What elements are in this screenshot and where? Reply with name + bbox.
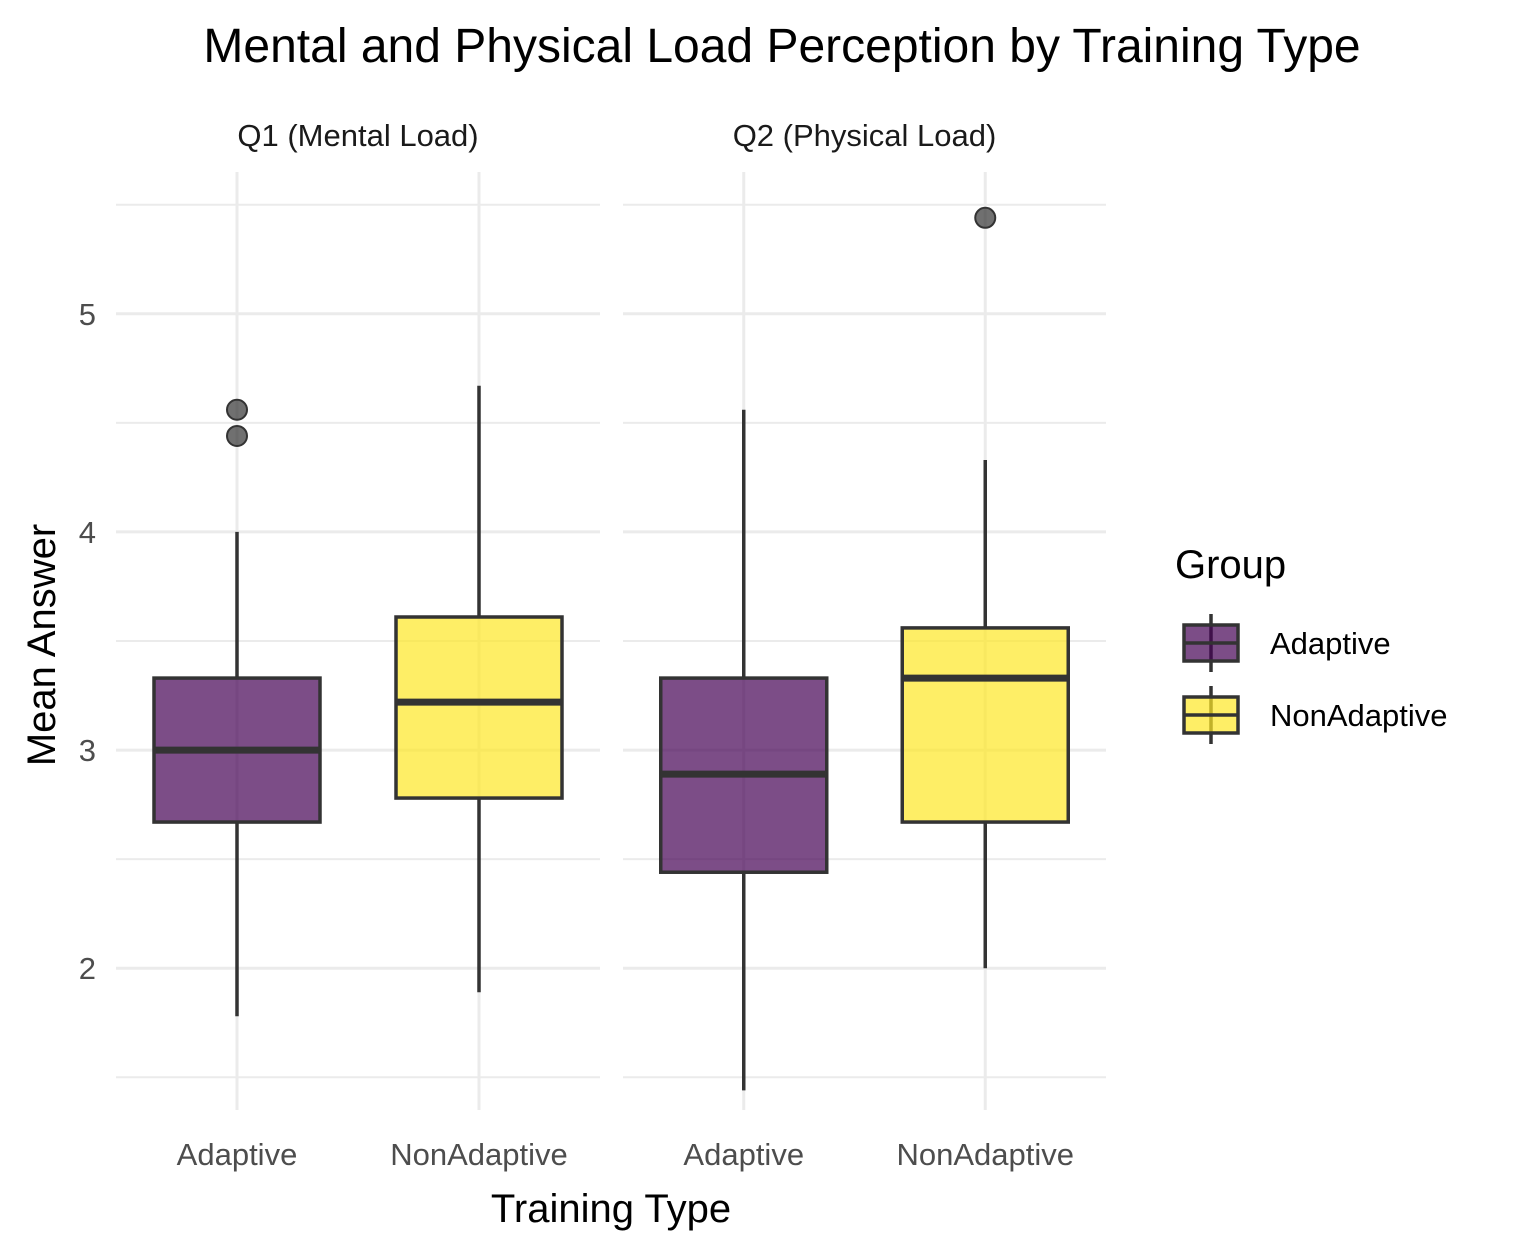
legend-key-adaptive	[1182, 614, 1240, 672]
panel-2: Q2 (Physical Load) Adaptive NonAdaptive	[623, 118, 1106, 1172]
panel-1: Q1 (Mental Load) Adaptive NonAdaptive	[116, 118, 600, 1172]
strip-label: Q2 (Physical Load)	[733, 118, 997, 153]
outlier-point	[226, 424, 248, 447]
y-tick-label: 2	[79, 951, 96, 986]
chart-title: Mental and Physical Load Perception by T…	[203, 20, 1360, 73]
y-tick-label: 3	[79, 733, 96, 768]
x-tick-label: Adaptive	[177, 1137, 298, 1172]
x-axis-title: Training Type	[491, 1187, 731, 1231]
y-tick-label: 5	[79, 297, 96, 332]
legend-label: NonAdaptive	[1270, 698, 1448, 733]
box-adaptive	[152, 398, 322, 1017]
strip-label: Q1 (Mental Load)	[237, 118, 478, 153]
box-adaptive	[659, 409, 829, 1091]
box-rect	[394, 615, 564, 800]
legend-title: Group	[1175, 543, 1286, 587]
outlier-point	[974, 206, 997, 229]
legend-key-nonadaptive	[1182, 686, 1240, 744]
legend-label: Adaptive	[1270, 626, 1391, 661]
y-axis-title: Mean Answer	[20, 524, 64, 766]
box-nonadaptive	[394, 385, 564, 993]
x-tick-label: NonAdaptive	[896, 1137, 1074, 1172]
y-tick-label: 4	[79, 515, 96, 550]
x-tick-label: NonAdaptive	[390, 1137, 568, 1172]
outlier-point	[226, 398, 248, 421]
box-nonadaptive	[900, 206, 1070, 969]
x-tick-label: Adaptive	[683, 1137, 804, 1172]
legend: Group Adaptive NonAdaptive	[1175, 543, 1448, 744]
box-rect	[900, 626, 1070, 824]
